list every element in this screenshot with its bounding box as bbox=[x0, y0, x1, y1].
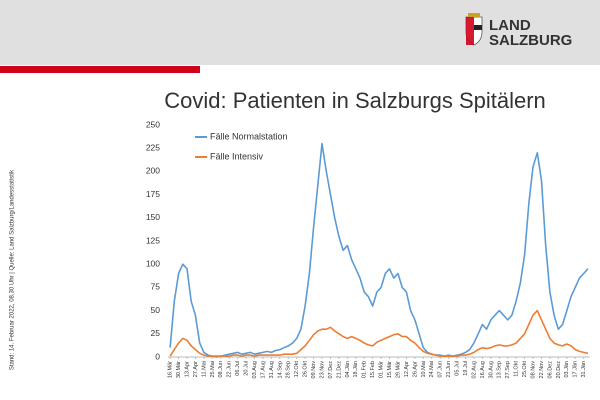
x-tick-label: 04.Jän bbox=[345, 361, 351, 378]
x-tick-label: 02.Aug bbox=[471, 361, 477, 378]
y-tick-label: 225 bbox=[146, 142, 160, 152]
y-tick-label: 150 bbox=[146, 212, 160, 222]
x-tick-label: 17.Jän bbox=[573, 361, 579, 378]
x-tick-label: 08.Nov bbox=[530, 361, 536, 379]
x-tick-label: 26.Okt bbox=[303, 361, 309, 378]
x-tick-label: 07.Dez bbox=[328, 361, 334, 379]
x-tick-label: 08.Jun bbox=[218, 361, 224, 378]
logo-text: LAND bbox=[489, 17, 531, 34]
accent-bar bbox=[0, 66, 200, 73]
x-tick-label: 23.Nov bbox=[319, 361, 325, 379]
x-tick-label: 24.Mai bbox=[429, 361, 435, 378]
legend-label: Fälle Normalstation bbox=[210, 131, 288, 141]
logo-shield bbox=[465, 13, 483, 46]
x-tick-label: 06.Jul bbox=[235, 361, 241, 376]
x-tick-label: 11.Okt bbox=[514, 361, 520, 377]
x-tick-label: 30.Aug bbox=[488, 361, 494, 378]
x-tick-label: 01.Feb bbox=[362, 361, 368, 378]
x-tick-label: 20.Dez bbox=[556, 361, 562, 379]
y-tick-label: 200 bbox=[146, 166, 160, 176]
x-tick-label: 20.Jul bbox=[244, 361, 250, 376]
logo-text: SALZBURG bbox=[489, 32, 572, 49]
source-note: Stand: 14. Februar 2022, 08.30 Uhr | Que… bbox=[10, 169, 16, 370]
data-line bbox=[169, 142, 589, 358]
x-tick-label: 21.Jun bbox=[446, 361, 452, 378]
y-tick-label: 0 bbox=[155, 351, 160, 361]
x-tick-label: 15.Feb bbox=[370, 361, 376, 378]
y-tick-label: 50 bbox=[151, 305, 161, 315]
x-tick-label: 11.Mai bbox=[201, 361, 207, 377]
y-tick-label: 125 bbox=[146, 235, 160, 245]
y-tick-label: 75 bbox=[151, 282, 161, 292]
data-line bbox=[169, 309, 589, 357]
x-tick-label: 16.Aug bbox=[480, 361, 486, 378]
y-tick-label: 100 bbox=[146, 258, 160, 268]
x-tick-label: 05.Jul bbox=[455, 361, 461, 376]
x-tick-label: 26.Apr bbox=[412, 361, 418, 377]
x-tick-label: 01.Mär bbox=[379, 361, 385, 378]
x-tick-label: 06.Dez bbox=[547, 361, 553, 379]
header-band bbox=[0, 0, 600, 65]
x-tick-label: 13.Sep bbox=[497, 361, 503, 378]
x-tick-label: 18.Jän bbox=[353, 361, 359, 378]
x-tick-label: 31.Jän bbox=[581, 361, 587, 378]
x-tick-label: 12.Okt bbox=[294, 361, 300, 378]
x-tick-label: 13.Apr bbox=[184, 361, 190, 377]
y-tick-label: 25 bbox=[151, 328, 161, 338]
x-tick-label: 22.Nov bbox=[539, 361, 545, 379]
x-tick-label: 12.Apr bbox=[404, 361, 410, 377]
x-tick-label: 03.Jän bbox=[564, 361, 570, 378]
x-tick-label: 19.Jul bbox=[463, 361, 469, 376]
x-tick-label: 03.Aug bbox=[252, 361, 258, 378]
x-tick-label: 09.Nov bbox=[311, 361, 317, 379]
x-tick-label: 07.Jun bbox=[438, 361, 444, 378]
y-tick-label: 250 bbox=[146, 119, 160, 129]
legend-label: Fälle Intensiv bbox=[210, 151, 264, 161]
x-tick-label: 21.Dez bbox=[336, 361, 342, 379]
y-tick-label: 175 bbox=[146, 189, 160, 199]
x-tick-label: 25.Okt bbox=[522, 361, 528, 378]
x-tick-label: 16.Mär bbox=[168, 361, 174, 378]
x-tick-label: 22.Jun bbox=[227, 361, 233, 378]
x-tick-label: 27.Sep bbox=[505, 361, 511, 378]
x-tick-label: 10.Mai bbox=[421, 361, 427, 378]
x-tick-label: 28.Sep bbox=[286, 361, 292, 378]
x-tick-label: 25.Mai bbox=[210, 361, 216, 378]
x-tick-label: 31.Aug bbox=[269, 361, 275, 378]
x-tick-label: 30.Mär bbox=[176, 361, 182, 378]
x-tick-label: 27.Apr bbox=[193, 361, 199, 377]
x-tick-label: 17.Aug bbox=[260, 361, 266, 378]
x-tick-label: 14.Sep bbox=[277, 361, 283, 378]
x-tick-label: 15.Mär bbox=[387, 361, 393, 378]
chart-title: Covid: Patienten in Salzburgs Spitälern bbox=[164, 88, 546, 113]
x-tick-label: 29.Mär bbox=[395, 361, 401, 378]
